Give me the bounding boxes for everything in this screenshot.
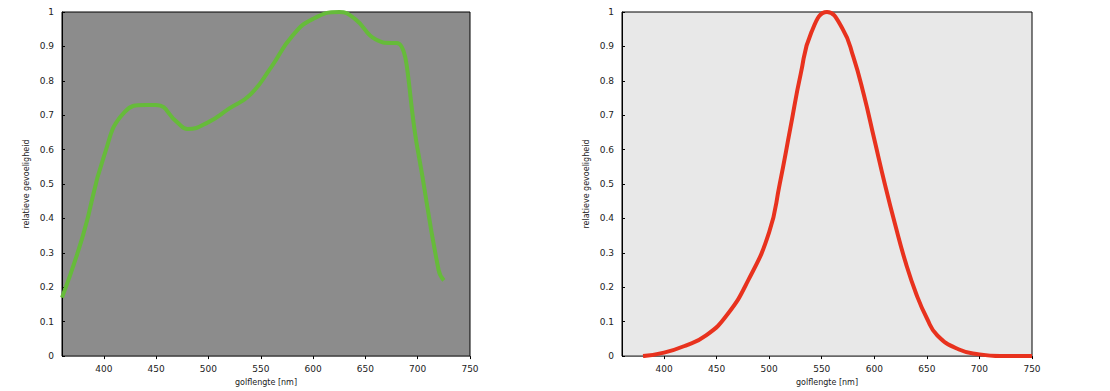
svg-text:0.6: 0.6 — [40, 145, 55, 155]
svg-text:700: 700 — [971, 364, 988, 374]
svg-text:0.1: 0.1 — [600, 317, 614, 327]
svg-text:0.2: 0.2 — [40, 282, 54, 292]
svg-text:500: 500 — [761, 364, 778, 374]
svg-text:650: 650 — [357, 364, 374, 374]
svg-text:550: 550 — [252, 364, 269, 374]
svg-text:0.9: 0.9 — [40, 41, 55, 51]
svg-text:750: 750 — [1023, 364, 1040, 374]
svg-text:0.5: 0.5 — [600, 179, 614, 189]
svg-text:golflengte [nm]: golflengte [nm] — [796, 378, 858, 387]
svg-text:0: 0 — [48, 351, 54, 361]
svg-text:450: 450 — [708, 364, 725, 374]
svg-text:400: 400 — [95, 364, 112, 374]
svg-text:0: 0 — [608, 351, 614, 361]
svg-text:0.7: 0.7 — [40, 110, 54, 120]
svg-text:0.4: 0.4 — [600, 213, 615, 223]
svg-text:650: 650 — [918, 364, 935, 374]
svg-text:450: 450 — [148, 364, 165, 374]
svg-text:0.6: 0.6 — [600, 145, 615, 155]
svg-text:relatieve gevoeligheid: relatieve gevoeligheid — [22, 140, 31, 229]
svg-text:relatieve gevoeligheid: relatieve gevoeligheid — [582, 140, 591, 229]
svg-text:600: 600 — [304, 364, 321, 374]
svg-text:700: 700 — [409, 364, 426, 374]
svg-text:1: 1 — [608, 7, 614, 17]
svg-text:0.8: 0.8 — [40, 76, 55, 86]
svg-text:500: 500 — [200, 364, 217, 374]
svg-text:0.3: 0.3 — [40, 248, 54, 258]
svg-text:600: 600 — [866, 364, 883, 374]
svg-text:0.8: 0.8 — [600, 76, 615, 86]
svg-text:0.4: 0.4 — [40, 213, 55, 223]
svg-text:0.9: 0.9 — [600, 41, 615, 51]
svg-text:0.1: 0.1 — [40, 317, 54, 327]
svg-text:750: 750 — [461, 364, 478, 374]
svg-text:0.7: 0.7 — [600, 110, 614, 120]
svg-text:400: 400 — [655, 364, 672, 374]
svg-text:golflengte [nm]: golflengte [nm] — [235, 378, 297, 387]
svg-text:1: 1 — [48, 7, 54, 17]
svg-text:0.2: 0.2 — [600, 282, 614, 292]
svg-text:550: 550 — [813, 364, 830, 374]
svg-text:0.3: 0.3 — [600, 248, 614, 258]
svg-text:0.5: 0.5 — [40, 179, 54, 189]
